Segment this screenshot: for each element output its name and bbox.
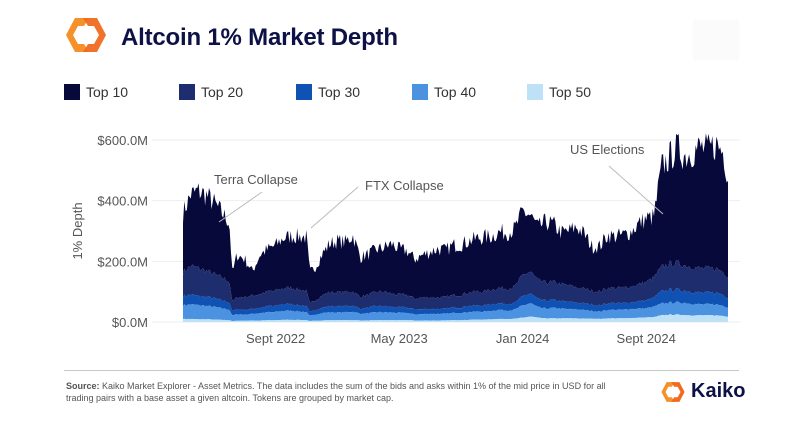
- x-tick-label: May 2023: [371, 331, 428, 346]
- legend-label: Top 20: [201, 84, 244, 100]
- area-top-40: [183, 301, 728, 321]
- annotation-leader-line: [218, 191, 263, 223]
- legend-swatch: [296, 84, 312, 100]
- legend-item-top-40: Top 40: [412, 82, 476, 102]
- area-top-10: [183, 133, 728, 303]
- source-label: Source:: [66, 381, 100, 391]
- chart-title: Altcoin 1% Market Depth: [121, 24, 398, 51]
- y-axis-label: 1% Depth: [70, 202, 85, 259]
- area-top-30: [183, 288, 728, 316]
- legend-item-top-20: Top 20: [179, 82, 243, 102]
- kaiko-logo-icon: [661, 381, 685, 402]
- source-note: Source: Kaiko Market Explorer - Asset Me…: [66, 380, 626, 404]
- kaiko-brand: Kaiko: [660, 380, 745, 403]
- annotation-leader-line: [608, 165, 664, 215]
- legend-label: Top 50: [549, 84, 592, 100]
- legend-swatch: [64, 84, 80, 100]
- y-tick-label: $400.0M: [97, 194, 148, 209]
- legend-swatch: [527, 84, 543, 100]
- x-tick-label: Sept 2024: [617, 331, 676, 346]
- legend-swatch: [179, 84, 195, 100]
- legend: Top 10 Top 20 Top 30 Top 40 Top 50: [64, 82, 624, 102]
- legend-item-top-50: Top 50: [527, 82, 591, 102]
- y-tick-label: $200.0M: [97, 254, 148, 269]
- annotation-leader-line: [310, 186, 359, 229]
- legend-label: Top 30: [318, 84, 361, 100]
- kaiko-logo-icon: [66, 18, 106, 52]
- source-text: Kaiko Market Explorer - Asset Metrics. T…: [66, 381, 606, 403]
- legend-swatch: [412, 84, 428, 100]
- legend-item-top-10: Top 10: [64, 82, 128, 102]
- area-top-20: [183, 260, 728, 312]
- blank-placeholder: [693, 20, 739, 60]
- x-tick-label: Jan 2024: [496, 331, 550, 346]
- legend-label: Top 10: [86, 84, 129, 100]
- annotation-label: Terra Collapse: [214, 172, 298, 187]
- kaiko-wordmark: Kaiko: [691, 380, 746, 402]
- annotation-label: FTX Collapse: [365, 178, 444, 193]
- x-tick-label: Sept 2022: [246, 331, 305, 346]
- legend-item-top-30: Top 30: [296, 82, 360, 102]
- footer-divider: [64, 370, 739, 371]
- annotation-label: US Elections: [570, 142, 645, 157]
- y-tick-label: $0.0M: [112, 315, 148, 330]
- area-top-50: [183, 314, 728, 322]
- y-tick-label: $600.0M: [97, 133, 148, 148]
- legend-label: Top 40: [434, 84, 477, 100]
